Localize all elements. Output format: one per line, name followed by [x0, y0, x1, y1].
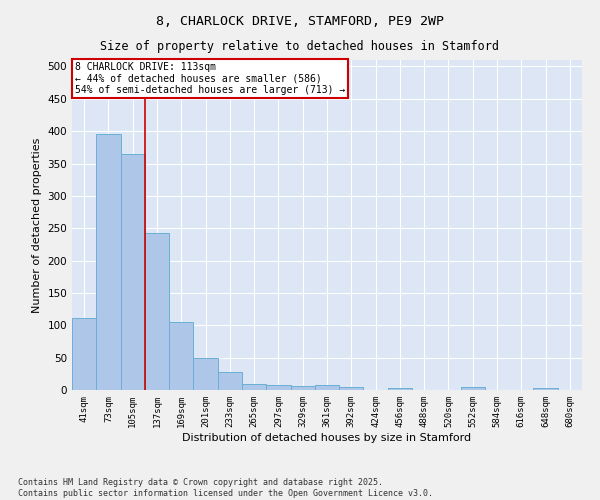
Bar: [96, 134, 121, 390]
Bar: [339, 387, 364, 390]
Bar: [193, 358, 218, 390]
X-axis label: Distribution of detached houses by size in Stamford: Distribution of detached houses by size …: [182, 432, 472, 442]
Text: 8, CHARLOCK DRIVE, STAMFORD, PE9 2WP: 8, CHARLOCK DRIVE, STAMFORD, PE9 2WP: [156, 15, 444, 28]
Text: Size of property relative to detached houses in Stamford: Size of property relative to detached ho…: [101, 40, 499, 53]
Bar: [388, 388, 412, 390]
Bar: [121, 154, 145, 390]
Bar: [242, 384, 266, 390]
Bar: [266, 385, 290, 390]
Bar: [72, 318, 96, 390]
Text: 8 CHARLOCK DRIVE: 113sqm
← 44% of detached houses are smaller (586)
54% of semi-: 8 CHARLOCK DRIVE: 113sqm ← 44% of detach…: [74, 62, 345, 95]
Bar: [533, 388, 558, 390]
Bar: [169, 322, 193, 390]
Y-axis label: Number of detached properties: Number of detached properties: [32, 138, 42, 312]
Bar: [218, 372, 242, 390]
Bar: [461, 387, 485, 390]
Text: Contains HM Land Registry data © Crown copyright and database right 2025.
Contai: Contains HM Land Registry data © Crown c…: [18, 478, 433, 498]
Bar: [290, 386, 315, 390]
Bar: [145, 234, 169, 390]
Bar: [315, 385, 339, 390]
